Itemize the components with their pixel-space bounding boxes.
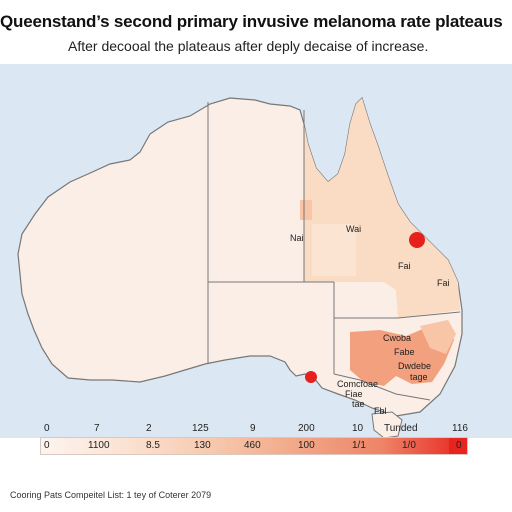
qld-inland-cell — [312, 224, 356, 276]
map-area: Nai Wai Fai Fai Cwoba Fabe Dwdebe tage C… — [0, 64, 512, 438]
legend-color-bar — [40, 437, 468, 455]
legend-bottom-tick: 130 — [194, 440, 211, 451]
nsw-label-4: tage — [410, 372, 428, 382]
legend: 0 7 2 125 9 200 10 Tunded 116 0 1100 8.5… — [0, 422, 512, 462]
nsw-label-1: Cwoba — [383, 333, 412, 343]
legend-bottom-tick: 0 — [456, 440, 462, 451]
sa-label-1: Comcfoae — [337, 379, 379, 389]
legend-top-tick: 0 — [44, 423, 50, 434]
legend-top-tick: 10 — [352, 423, 364, 434]
qld-central-label: Fai — [398, 261, 411, 271]
legend-top-tick: 2 — [146, 423, 152, 434]
australia-map — [17, 96, 463, 438]
nsw-label-2: Fabe — [394, 347, 415, 357]
vic-label: Fbl — [374, 406, 387, 416]
page-title: Queenstand’s second primary invusive mel… — [0, 12, 503, 31]
legend-top-tick: 116 — [452, 423, 468, 434]
legend-bottom-tick: 100 — [298, 440, 315, 451]
legend-bottom-tick: 1/1 — [352, 440, 366, 451]
legend-bottom-tick: 0 — [44, 440, 50, 451]
queensland-hotspot-marker[interactable] — [409, 232, 425, 248]
sa-label-2: Fiae — [345, 389, 363, 399]
legend-bottom-tick: 1100 — [88, 440, 110, 451]
qld-east-label: Fai — [437, 278, 450, 288]
legend-top-tick: 7 — [94, 423, 100, 434]
nt-label: Nai — [290, 233, 304, 243]
sa-label-3: tae — [352, 399, 365, 409]
qld-north-label: Wai — [346, 224, 362, 234]
south-australia-hotspot-marker[interactable] — [305, 371, 317, 383]
tasmania — [371, 411, 403, 438]
nsw-label-3: Dwdebe — [398, 361, 432, 371]
legend-top-tick: 9 — [250, 423, 256, 434]
nt-qld-border-cell — [300, 200, 312, 220]
nsw-light-cluster — [420, 320, 456, 354]
footer-source-note: Cooring Pats Compeitel List: 1 tey of Co… — [10, 490, 212, 500]
legend-bottom-tick: 8.5 — [146, 440, 160, 451]
legend-top-ticks: 0 7 2 125 9 200 10 Tunded 116 — [0, 422, 512, 436]
legend-bottom-ticks: 0 1100 8.5 130 460 100 1/1 1/0 0 — [0, 439, 512, 453]
legend-top-tick: 200 — [298, 423, 315, 434]
legend-bottom-tick: 1/0 — [402, 440, 416, 451]
legend-max-swatch — [449, 438, 467, 454]
legend-top-tick: Tunded — [384, 423, 418, 434]
state-borders — [207, 102, 461, 401]
page-subtitle: After decooal the plateaus after deply d… — [68, 38, 429, 54]
legend-top-tick: 125 — [192, 423, 209, 434]
header: Queenstand’s second primary invusive mel… — [0, 0, 512, 64]
legend-bottom-tick: 460 — [244, 440, 261, 451]
